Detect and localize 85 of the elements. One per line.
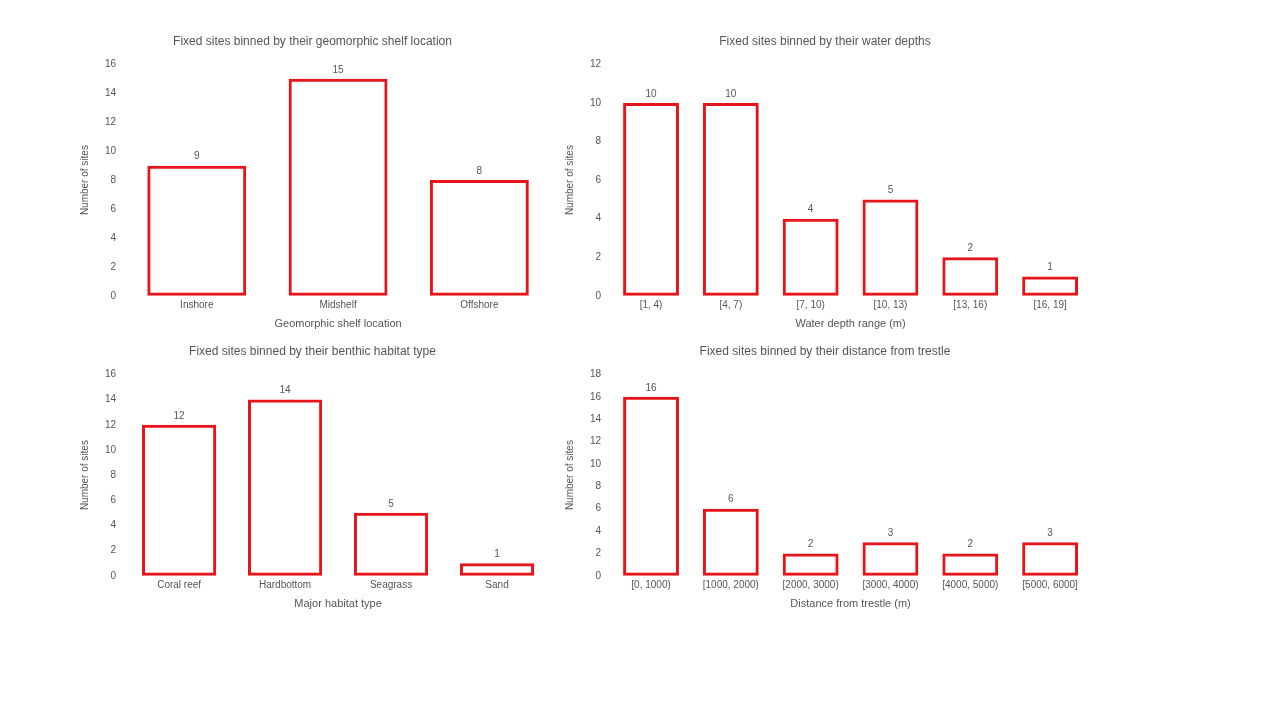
y-tick-label: 8 [595,135,602,147]
chart-title: Fixed sites binned by their water depths [719,33,931,48]
data-label: 6 [728,493,735,505]
y-tick-label: 10 [590,457,602,469]
y-tick-label: 16 [105,58,117,70]
y-tick-label: 14 [105,87,117,99]
x-tick-label: [0, 1000) [631,578,671,590]
y-tick-label: 16 [105,368,117,380]
y-tick-label: 2 [595,547,602,559]
x-axis-title: Major habitat type [294,597,382,610]
data-label: 1 [494,547,501,559]
data-label: 2 [807,538,814,550]
y-tick-label: 6 [110,494,117,506]
x-tick-label: [4000, 5000) [942,578,999,590]
x-tick-label: [3000, 4000) [862,578,919,590]
y-tick-label: 2 [110,260,117,272]
x-tick-label: Inshore [180,298,214,310]
y-tick-label: 8 [110,468,117,480]
y-tick-label: 12 [105,116,117,127]
x-tick-label: Hardbottom [258,578,312,590]
x-axis-title: Water depth range (m) [795,317,906,330]
x-tick-label: [5000, 6000] [1022,578,1079,590]
y-tick-label: 18 [590,368,602,380]
x-tick-label: [16, 19] [1033,298,1067,310]
y-tick-label: 2 [595,250,602,262]
y-tick-label: 6 [595,173,602,185]
data-label: 3 [1047,526,1054,538]
data-label: 3 [887,526,894,538]
x-tick-label: [1000, 2000) [702,578,759,590]
y-tick-label: 2 [110,544,117,556]
data-label: 10 [725,87,737,99]
y-tick-label: 6 [595,502,602,514]
x-tick-label: [10, 13) [873,298,908,310]
data-label: 1 [1047,261,1054,273]
x-tick-label: Midshelf [319,298,357,310]
y-axis-title: Number of sites [563,145,575,216]
y-tick-label: 14 [105,393,117,405]
y-tick-label: 10 [590,96,602,108]
y-tick-label: 4 [595,212,602,224]
x-tick-label: Sand [485,578,509,590]
y-tick-label: 0 [595,289,602,301]
y-tick-label: 14 [590,412,602,424]
y-tick-label: 8 [110,173,117,185]
x-tick-label: Seagrass [369,578,413,590]
x-tick-label: [13, 16) [953,298,988,310]
x-axis-title: Geomorphic shelf location [274,317,402,330]
y-tick-label: 4 [110,231,117,243]
y-tick-label: 12 [590,58,602,70]
x-tick-label: Offshore [460,298,499,310]
y-tick-label: 10 [105,443,117,455]
data-label: 12 [173,409,186,421]
data-label: 4 [807,203,814,215]
x-tick-label: [1, 4) [639,298,663,310]
y-tick-label: 4 [595,524,602,536]
y-tick-label: 0 [110,569,117,581]
chart-title: Fixed sites binned by their distance from trestle [699,343,951,358]
x-tick-label: Coral reef [157,578,202,590]
data-label: 2 [967,538,974,550]
data-label: 15 [332,63,345,75]
y-tick-label: 0 [110,289,117,301]
data-label: 14 [279,384,292,396]
data-label: 5 [887,184,894,196]
y-axis-title: Number of sites [78,145,90,216]
y-tick-label: 8 [595,480,602,492]
x-tick-label: [7, 10) [796,298,825,310]
data-label: 10 [645,87,658,99]
data-label: 5 [388,497,395,509]
y-tick-label: 6 [110,202,117,214]
y-tick-label: 10 [105,144,117,156]
chart-title: Fixed sites binned by their geomorphic shelf location [173,33,452,48]
y-axis-title: Number of sites [563,440,575,511]
y-tick-label: 4 [110,519,117,531]
data-label: 2 [967,241,974,253]
chart-title: Fixed sites binned by their benthic habitat type [189,343,437,358]
y-axis-title: Number of sites [78,440,90,511]
y-tick-label: 0 [595,569,602,581]
y-tick-label: 16 [590,390,602,402]
data-label: 8 [476,164,483,176]
x-axis-title: Distance from trestle (m) [790,597,911,610]
x-tick-label: [4, 7) [719,298,743,310]
x-tick-label: [2000, 3000) [782,578,839,590]
data-label: 16 [645,381,658,393]
data-label: 9 [193,150,200,162]
y-tick-label: 12 [590,435,602,447]
y-tick-label: 12 [105,418,117,430]
